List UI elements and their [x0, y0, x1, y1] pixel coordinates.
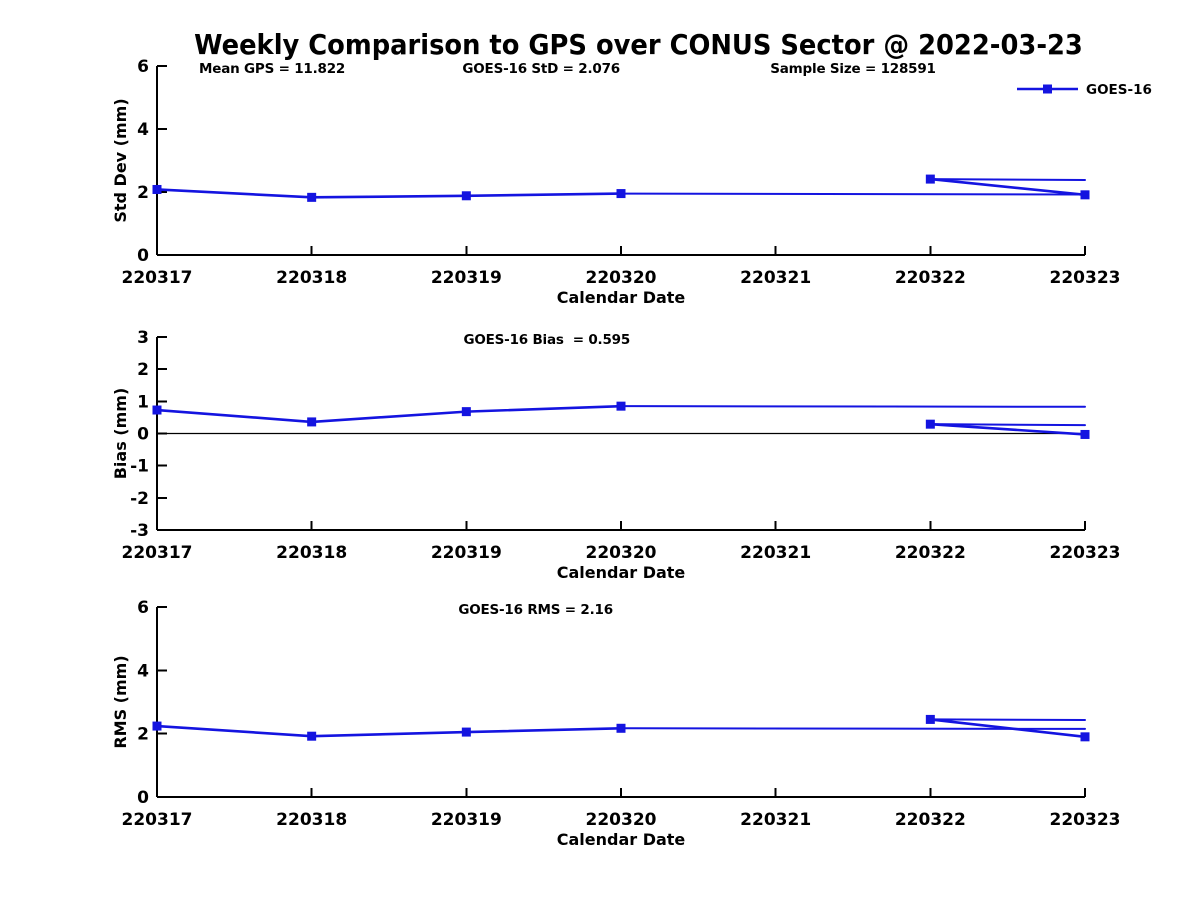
data-point-marker-std-dev: [1080, 190, 1090, 200]
x-tick-label-std-dev: 220323: [1050, 268, 1121, 288]
data-point-marker-std-dev: [616, 189, 626, 199]
data-point-marker-std-dev: [152, 184, 162, 194]
legend-marker: [1043, 84, 1052, 94]
x-tick-label-bias: 220321: [740, 543, 811, 563]
x-tick-label-bias: 220317: [122, 543, 193, 563]
y-tick-label-rms: 4: [137, 661, 149, 681]
x-tick-label-rms: 220323: [1050, 810, 1121, 830]
data-point-marker-bias: [152, 405, 162, 415]
x-tick-label-std-dev: 220320: [586, 268, 657, 288]
x-tick-label-rms: 220317: [122, 810, 193, 830]
y-tick-label-rms: 6: [137, 598, 149, 618]
y-tick-label-bias: 2: [137, 360, 149, 380]
data-point-marker-rms: [925, 714, 935, 724]
y-tick-label-std-dev: 0: [137, 246, 149, 266]
y-axis-title-bias: Bias (mm): [111, 388, 130, 480]
data-point-marker-bias: [1080, 429, 1090, 439]
y-tick-label-bias: 1: [137, 392, 149, 412]
data-point-marker-rms: [461, 727, 471, 737]
series-line-rms: [929, 718, 1087, 739]
x-axis-title-std-dev: Calendar Date: [557, 288, 686, 307]
x-tick-label-bias: 220320: [586, 543, 657, 563]
y-axis-title-rms: RMS (mm): [111, 655, 130, 748]
annotation-std-dev: Mean GPS = 11.822: [199, 61, 345, 77]
x-tick-label-rms: 220322: [895, 810, 966, 830]
annotation-std-dev: GOES-16 StD = 2.076: [462, 61, 620, 77]
x-tick-label-bias: 220319: [431, 543, 502, 563]
y-axis-title-std-dev: Std Dev (mm): [111, 98, 130, 222]
data-point-marker-bias: [307, 417, 317, 427]
series-line-bias: [155, 404, 623, 424]
y-tick-label-rms: 0: [137, 788, 149, 808]
series-line-bias: [620, 405, 1086, 408]
data-point-marker-std-dev: [461, 191, 471, 201]
x-tick-label-std-dev: 220319: [431, 268, 502, 288]
x-tick-label-rms: 220321: [740, 810, 811, 830]
x-tick-label-bias: 220322: [895, 543, 966, 563]
y-tick-label-bias: -1: [130, 457, 149, 477]
data-point-marker-std-dev: [307, 192, 317, 202]
x-tick-label-std-dev: 220321: [740, 268, 811, 288]
series-line-std-dev: [155, 188, 623, 199]
y-tick-label-bias: 0: [137, 425, 149, 445]
data-point-marker-std-dev: [925, 174, 935, 184]
y-tick-label-std-dev: 6: [137, 57, 149, 77]
data-point-marker-rms: [616, 723, 626, 733]
x-tick-label-bias: 220323: [1050, 543, 1121, 563]
x-tick-label-std-dev: 220318: [276, 268, 347, 288]
series-line-bias: [929, 423, 1086, 427]
series-line-std-dev: [620, 192, 1086, 196]
x-tick-label-rms: 220318: [276, 810, 347, 830]
x-tick-label-rms: 220319: [431, 810, 502, 830]
y-tick-label-std-dev: 4: [137, 120, 149, 140]
legend-label: GOES-16: [1086, 82, 1152, 98]
x-axis-title-rms: Calendar Date: [557, 830, 686, 849]
x-axis-title-bias: Calendar Date: [557, 563, 686, 582]
data-point-marker-bias: [461, 407, 471, 417]
series-line-std-dev: [929, 178, 1086, 182]
data-point-marker-bias: [616, 401, 626, 411]
data-point-marker-rms: [307, 731, 317, 741]
annotation-bias: GOES-16 Bias = 0.595: [463, 332, 630, 348]
series-line-rms: [155, 724, 623, 738]
y-tick-label-rms: 2: [137, 725, 149, 745]
y-tick-label-std-dev: 2: [137, 183, 149, 203]
data-point-marker-rms: [1080, 732, 1090, 742]
annotation-std-dev: Sample Size = 128591: [770, 61, 935, 77]
x-tick-label-std-dev: 220322: [895, 268, 966, 288]
y-tick-label-bias: 3: [137, 328, 149, 348]
y-tick-label-bias: -3: [130, 521, 149, 541]
x-tick-label-rms: 220320: [586, 810, 657, 830]
series-line-bias: [929, 422, 1087, 436]
data-point-marker-bias: [925, 419, 935, 429]
series-line-std-dev: [929, 177, 1087, 197]
data-point-marker-rms: [152, 721, 162, 731]
y-tick-label-bias: -2: [130, 489, 149, 509]
x-tick-label-bias: 220318: [276, 543, 347, 563]
series-line-rms: [929, 718, 1086, 722]
annotation-rms: GOES-16 RMS = 2.16: [458, 602, 613, 618]
figure-title: Weekly Comparison to GPS over CONUS Sect…: [194, 28, 1083, 61]
x-tick-label-std-dev: 220317: [122, 268, 193, 288]
